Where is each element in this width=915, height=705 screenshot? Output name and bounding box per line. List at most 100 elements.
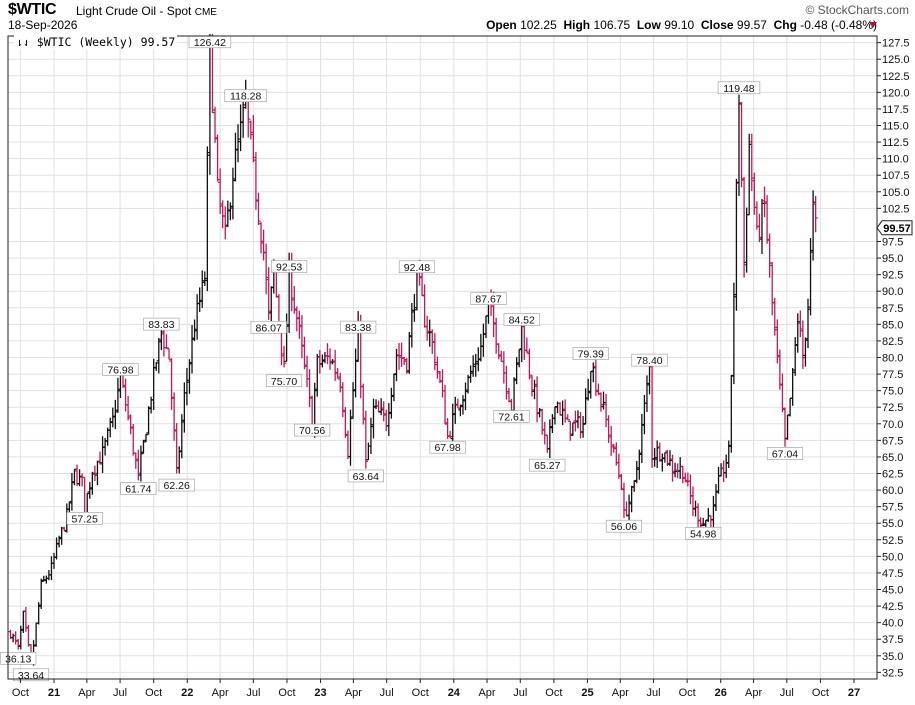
- ohlc-bar: [299, 315, 305, 359]
- x-tick-label: 23: [314, 687, 326, 699]
- price-label-text: 75.70: [271, 376, 297, 388]
- price-label-text: 126.42: [194, 37, 226, 49]
- ohlc-bar: [391, 373, 397, 402]
- x-tick-label: Apr: [78, 687, 95, 699]
- y-tick-label: 37.5: [882, 634, 903, 646]
- ohlc-bar: [189, 325, 195, 374]
- ohlc-bar: [537, 408, 542, 418]
- price-label-text: 72.61: [498, 411, 524, 423]
- ohlc-bar: [639, 413, 645, 464]
- ohlc-bar: [775, 319, 780, 364]
- ohlc-bar: [430, 329, 435, 354]
- ohlc-bar: [376, 400, 381, 413]
- ohlc-bar: [803, 337, 808, 367]
- price-label: 33.64: [12, 668, 50, 682]
- ohlc-bar: [256, 192, 261, 226]
- price-label: 86.07: [250, 320, 287, 334]
- x-tick-label: Jul: [513, 687, 527, 699]
- price-chart[interactable]: 36.13 33.64 57.25 76.98 61.74 83.83 62.26 126.4…: [0, 34, 915, 705]
- ohlc-bar: [177, 446, 182, 474]
- ohlc-bar: [294, 306, 300, 332]
- ohlc-bar: [327, 348, 333, 370]
- chart-legend: ⇂⇃ $WTIC (Weekly) 99.57: [14, 35, 178, 49]
- y-tick-label: 57.5: [882, 502, 903, 514]
- ohlc-bar: [133, 452, 138, 469]
- ohlc-bar: [573, 410, 578, 432]
- x-tick-label: 27: [848, 687, 860, 699]
- x-tick-label: Oct: [679, 687, 696, 699]
- ohlc-bar: [790, 367, 795, 406]
- price-label-box: [120, 482, 157, 495]
- price-label-text: 62.26: [164, 480, 190, 492]
- price-label-box: [271, 260, 308, 273]
- close-label: Close: [700, 18, 734, 32]
- price-label: 70.56: [294, 423, 331, 437]
- ohlc-bar: [100, 436, 105, 474]
- ohlc-bar: [762, 186, 767, 218]
- x-tick-label: 26: [715, 687, 727, 699]
- ohlc-bar: [394, 348, 399, 382]
- price-label-text: 83.38: [345, 322, 371, 334]
- ohlc-bar: [131, 423, 136, 456]
- ohlc-bar: [179, 414, 184, 459]
- ohlc-bar: [458, 404, 463, 417]
- ohlc-bar: [18, 625, 23, 650]
- price-label-text: 67.04: [772, 448, 798, 460]
- ohlc-bar: [381, 401, 386, 422]
- price-label: 118.28: [224, 89, 267, 103]
- ohlc-bar: [764, 195, 770, 244]
- x-tick-label: 25: [581, 687, 593, 699]
- high-value: 106.75: [593, 18, 631, 32]
- ohlc-bar: [813, 195, 818, 233]
- ohlc-bar: [220, 200, 225, 229]
- ohlc-bar: [460, 395, 466, 415]
- ohlc-bar: [424, 315, 430, 341]
- ohlc-bar: [432, 333, 438, 371]
- ohlc-bar: [13, 631, 18, 645]
- low-value: 99.10: [664, 18, 695, 32]
- ohlc-bar: [197, 287, 202, 312]
- ohlc-bar: [721, 460, 726, 483]
- ohlc-bar: [504, 365, 509, 400]
- ohlc-bar: [258, 222, 264, 254]
- ohlc-bar: [284, 313, 289, 362]
- x-tick-label: Apr: [612, 687, 629, 699]
- ohlc-bar: [184, 368, 190, 406]
- ohlc-bar: [159, 328, 164, 351]
- ohlc-bar: [493, 317, 499, 354]
- price-label: 65.27: [529, 458, 566, 472]
- y-tick-label: 117.5: [882, 104, 909, 116]
- price-label-text: 83.83: [148, 319, 174, 331]
- ohlc-bar: [611, 443, 616, 453]
- ohlc-bar: [529, 375, 535, 397]
- ohlc-bar: [772, 297, 777, 336]
- ohlc-bar: [332, 349, 338, 381]
- price-label: 83.38: [340, 320, 377, 334]
- ohlc-bar: [384, 409, 389, 432]
- ohlc-readout: Open 102.25 High 106.75 Low 99.10 Close …: [486, 18, 877, 32]
- ohlc-bar: [297, 310, 302, 339]
- price-label: 67.98: [429, 440, 466, 454]
- ohlc-bar: [95, 460, 100, 485]
- ohlc-bar: [161, 330, 167, 357]
- price-label: 72.61: [493, 410, 530, 423]
- ohlc-bar: [642, 394, 647, 435]
- ohlc-bar: [654, 440, 660, 468]
- y-tick-label: 105.0: [882, 187, 910, 199]
- ohlc-bar: [560, 400, 565, 426]
- ohlc-bar: [230, 167, 236, 220]
- ohlc-bar: [353, 348, 358, 398]
- ohlc-bar: [427, 319, 432, 347]
- ohlc-bar: [782, 407, 788, 447]
- ohlc-bar: [690, 486, 696, 517]
- price-label: 119.48: [717, 81, 761, 95]
- ohlc-bar: [624, 501, 629, 517]
- ohlc-bar: [455, 398, 461, 409]
- ohlc-bar: [657, 442, 662, 462]
- ohlc-bar: [588, 371, 593, 399]
- ohlc-bar: [511, 377, 517, 416]
- ohlc-bar: [97, 451, 103, 465]
- ohlc-bar: [565, 414, 570, 421]
- price-label-text: 65.27: [534, 460, 560, 472]
- ohlc-bar: [593, 355, 599, 396]
